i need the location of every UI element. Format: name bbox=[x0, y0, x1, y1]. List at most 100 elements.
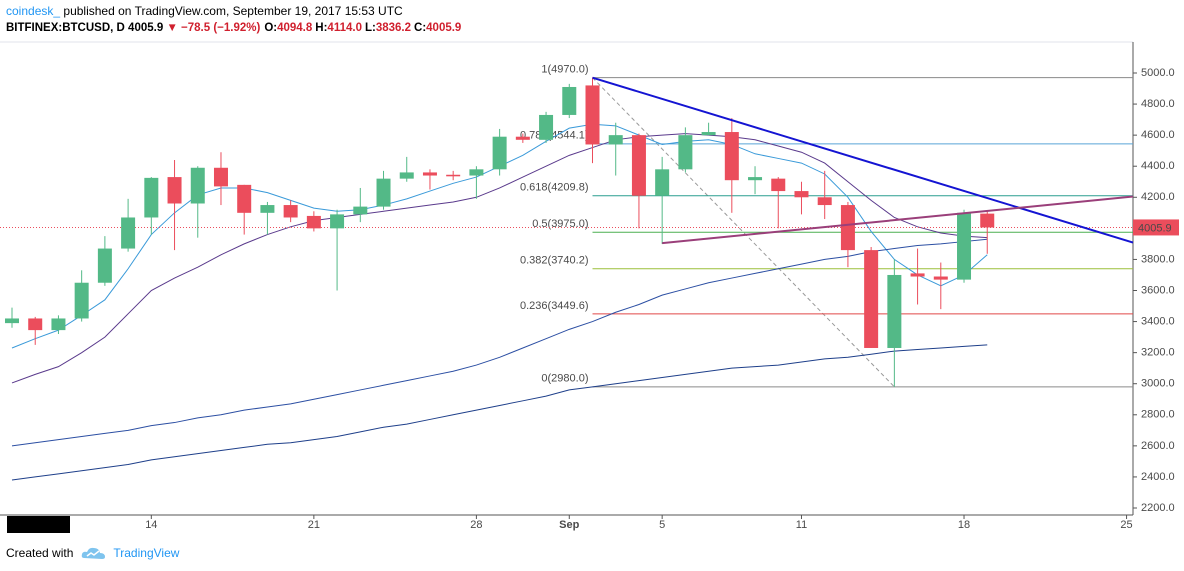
y-tick-label: 3000.0 bbox=[1141, 378, 1175, 390]
candle-body bbox=[190, 167, 205, 204]
candle-body bbox=[539, 114, 554, 140]
y-tick-label: 3400.0 bbox=[1141, 315, 1175, 327]
candle-body bbox=[376, 178, 391, 207]
x-tick-label: 28 bbox=[470, 519, 482, 531]
candle-body bbox=[330, 214, 345, 229]
candle-body bbox=[701, 132, 716, 136]
ohlc-key: O: bbox=[264, 22, 278, 34]
candle-body bbox=[422, 172, 437, 176]
candle-body bbox=[5, 318, 19, 324]
candle-body bbox=[608, 135, 623, 145]
fib-label: 0.618(4209.8) bbox=[520, 182, 589, 194]
candle-body bbox=[515, 136, 530, 140]
fib-label: 0.5(3975.0) bbox=[532, 218, 588, 230]
candle-body bbox=[97, 248, 112, 283]
candle-body bbox=[678, 135, 693, 170]
candle-body bbox=[283, 205, 298, 218]
brand: TradingView bbox=[113, 546, 180, 560]
published: published on TradingView.com, September … bbox=[63, 4, 403, 18]
candle-body bbox=[933, 276, 948, 280]
y-tick-label: 4200.0 bbox=[1141, 191, 1175, 203]
ohlc-value: 4114.0 bbox=[327, 22, 362, 34]
candle-body bbox=[492, 136, 507, 170]
candle-body bbox=[306, 215, 321, 229]
x-tick-label: 18 bbox=[958, 519, 970, 531]
symbol-line: BITFINEX:BTCUSD, D 4005.9 ▼ −78.5 (−1.92… bbox=[6, 20, 461, 37]
fib-label: 0.786(4544.1) bbox=[520, 130, 589, 142]
candle-body bbox=[74, 282, 89, 319]
x-tick-label: 5 bbox=[659, 519, 665, 531]
ohlc-key: C: bbox=[414, 22, 427, 34]
x-tick-label: 21 bbox=[308, 519, 320, 531]
y-tick-label: 2200.0 bbox=[1141, 502, 1175, 514]
y-tick-label: 4800.0 bbox=[1141, 98, 1175, 110]
footer: Created with TradingView bbox=[6, 545, 179, 561]
ohlc-key: H: bbox=[315, 22, 328, 34]
candle-body bbox=[724, 132, 739, 181]
tv-logo bbox=[82, 547, 106, 559]
ohlc-key: L: bbox=[364, 22, 376, 34]
candle-body bbox=[121, 217, 136, 249]
fib-diagonal bbox=[592, 77, 895, 388]
price: 4005.9 bbox=[128, 22, 164, 34]
candle-body bbox=[957, 212, 972, 280]
candle-body bbox=[260, 205, 275, 213]
candle-body bbox=[585, 85, 600, 145]
candle-body bbox=[887, 274, 902, 348]
y-tick-label: 3600.0 bbox=[1141, 284, 1175, 296]
candle-body bbox=[562, 86, 577, 115]
fib-label: 0.382(3740.2) bbox=[520, 255, 589, 267]
candle-body bbox=[771, 178, 786, 192]
trendline bbox=[592, 76, 1134, 244]
candle-body bbox=[910, 273, 925, 277]
trendline bbox=[662, 195, 1134, 245]
candle-body bbox=[748, 177, 763, 181]
candle-body bbox=[655, 169, 670, 196]
candle-body bbox=[144, 177, 159, 218]
author: coindesk_ bbox=[6, 4, 61, 18]
candle-body bbox=[631, 135, 646, 196]
candle-body bbox=[469, 169, 484, 176]
candle-body bbox=[51, 318, 66, 331]
y-tick-label: 2400.0 bbox=[1141, 471, 1175, 483]
header: coindesk_ published on TradingView.com, … bbox=[6, 3, 461, 37]
ohlc-value: 4094.8 bbox=[277, 22, 313, 34]
publish-line: coindesk_ published on TradingView.com, … bbox=[6, 3, 461, 20]
x-tick-label: 11 bbox=[796, 519, 807, 531]
candle-body bbox=[237, 184, 252, 213]
candle-body bbox=[446, 174, 461, 177]
moving-average bbox=[11, 133, 988, 384]
candle-body bbox=[980, 213, 995, 228]
change: −78.5 (−1.92%) bbox=[181, 22, 261, 34]
y-tick-label: 4400.0 bbox=[1141, 160, 1175, 172]
last-price-box bbox=[1133, 219, 1179, 236]
y-tick-label: 2600.0 bbox=[1141, 440, 1175, 452]
fib-label: 0.236(3449.6) bbox=[520, 300, 589, 312]
candle-body bbox=[864, 250, 879, 348]
moving-average bbox=[11, 344, 988, 481]
y-tick-label: 3200.0 bbox=[1141, 347, 1175, 359]
x-tick-label: Sep bbox=[559, 519, 579, 531]
symbol: BITFINEX:BTCUSD, D bbox=[6, 22, 125, 34]
candle-body bbox=[840, 205, 855, 251]
candle-body bbox=[213, 167, 228, 187]
moving-average bbox=[11, 238, 988, 447]
y-tick-label: 4600.0 bbox=[1141, 129, 1175, 141]
created: Created with bbox=[6, 546, 74, 560]
candle-body bbox=[28, 318, 43, 331]
candle-body bbox=[399, 172, 414, 179]
candle-body bbox=[167, 177, 182, 204]
x-tick-label: 25 bbox=[1120, 519, 1132, 531]
x-tick-label: 14 bbox=[145, 519, 157, 531]
candle-body bbox=[353, 206, 368, 215]
time-cursor-box bbox=[7, 516, 70, 533]
candle-body bbox=[794, 191, 809, 198]
y-tick-label: 5000.0 bbox=[1141, 67, 1175, 79]
y-tick-label: 3800.0 bbox=[1141, 253, 1175, 265]
last-price-label: 4005.9 bbox=[1138, 222, 1172, 234]
candle-body bbox=[817, 197, 832, 206]
y-tick-label: 2800.0 bbox=[1141, 409, 1175, 421]
ohlc-value: 3836.2 bbox=[375, 22, 412, 34]
